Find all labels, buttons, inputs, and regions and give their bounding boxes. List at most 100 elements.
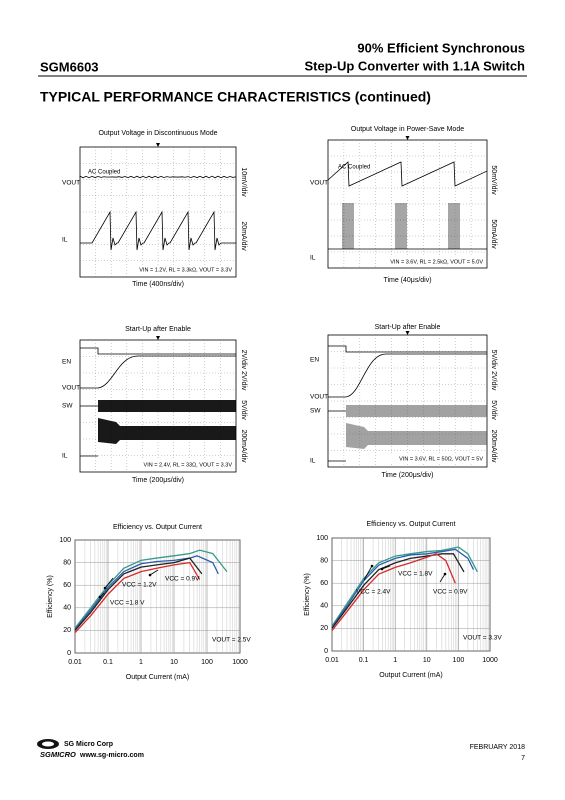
arrow-head <box>103 586 107 590</box>
scope-conditions: VIN = 1.2V, RL = 3.3kΩ, VOUT = 3.3V <box>139 267 232 273</box>
logo <box>37 739 59 749</box>
annotation-arrow <box>381 565 391 570</box>
curve-annotation: VOUT = 2.5V <box>212 637 251 644</box>
x-tick-label: 10 <box>170 659 178 666</box>
y-axis-label: Efficiency (%) <box>304 573 311 616</box>
x-tick-label: 0.01 <box>68 659 82 666</box>
y-axis-label: Efficiency (%) <box>47 575 54 618</box>
arrow-head <box>380 567 384 571</box>
scale-label: 50mA/div <box>490 219 497 249</box>
scope-conditions: VIN = 3.6V, RL = 50Ω, VOUT = 5V <box>399 456 483 462</box>
url: www.sg-micro.com <box>79 752 144 759</box>
y-tick-label: 40 <box>320 603 328 610</box>
x-tick-label: 1000 <box>232 659 248 666</box>
curve-annotation: VCC = 0.9V <box>165 576 200 583</box>
efficiency-curve <box>331 553 456 632</box>
channel-label: VOUT <box>310 180 328 187</box>
x-tick-label: 0.1 <box>359 657 369 664</box>
channel-label: EN <box>310 357 319 364</box>
channel-label: IL <box>310 255 316 262</box>
scale-label: 200mA/div <box>240 429 247 463</box>
annotation-arrow <box>104 577 114 589</box>
waveform <box>328 345 487 353</box>
company: SG Micro Corp <box>64 741 113 748</box>
arrow-head <box>148 573 152 577</box>
time-label: Time (40μs/div) <box>383 277 431 284</box>
waveform <box>327 161 488 187</box>
waveform-band <box>346 405 487 417</box>
scope-conditions: VIN = 3.6V, RL = 2.5kΩ, VOUT = 5.0V <box>390 259 483 265</box>
y-tick-label: 0 <box>67 650 71 657</box>
x-tick-label: 0.1 <box>103 659 113 666</box>
waveform <box>80 355 236 389</box>
scale-label: 10mV/div <box>240 167 247 197</box>
doc-title: 90% Efficient Synchronous <box>357 40 525 55</box>
arrow-head <box>370 564 374 568</box>
waveform <box>328 353 487 398</box>
scale-label: 5V/div <box>490 400 497 420</box>
scale-label: 200mA/div <box>490 429 497 463</box>
x-tick-label: 0.01 <box>325 657 339 664</box>
y-tick-label: 0 <box>324 648 328 655</box>
part-number: SGM6603 <box>40 59 99 74</box>
efficiency-curve <box>331 548 475 628</box>
x-tick-label: 100 <box>453 657 465 664</box>
y-tick-label: 100 <box>59 537 71 544</box>
x-tick-label: 10 <box>423 657 431 664</box>
scale-label: 5V/div 2V/div <box>490 350 497 391</box>
channel-label: SW <box>62 403 73 410</box>
efficiency-curve <box>331 546 479 627</box>
x-tick-label: 1000 <box>482 657 498 664</box>
channel-label: IL <box>310 458 316 465</box>
curve-annotation: VCC = 0.9V <box>433 589 468 596</box>
y-tick-label: 20 <box>320 625 328 632</box>
y-tick-label: 40 <box>63 605 71 612</box>
arrow-head <box>98 595 102 599</box>
channel-label: VOUT <box>310 394 328 401</box>
y-tick-label: 80 <box>320 557 328 564</box>
time-label: Time (400ns/div) <box>132 281 184 288</box>
waveform-band <box>98 400 236 412</box>
channel-label: IL <box>62 237 68 244</box>
channel-label: IL <box>62 453 68 460</box>
curve-annotation: VCC = 1.8V <box>398 571 433 578</box>
y-tick-label: 60 <box>63 582 71 589</box>
chart-title: Efficiency vs. Output Current <box>113 524 202 531</box>
waveform <box>79 175 237 179</box>
waveform <box>80 210 236 251</box>
channel-label: VOUT <box>62 385 80 392</box>
x-tick-label: 1 <box>393 657 397 664</box>
section-title: TYPICAL PERFORMANCE CHARACTERISTICS (con… <box>40 89 431 105</box>
trigger-marker <box>405 331 410 335</box>
scope-conditions: VIN = 2.4V, RL = 33Ω, VOUT = 3.3V <box>144 462 233 468</box>
y-tick-label: 20 <box>63 627 71 634</box>
y-tick-label: 60 <box>320 580 328 587</box>
logo-mark <box>42 741 54 747</box>
waveform-band <box>346 423 487 449</box>
y-tick-label: 100 <box>316 535 328 542</box>
channel-label: SW <box>310 408 321 415</box>
scale-label: 5V/div <box>240 400 247 420</box>
x-tick-label: 1 <box>139 659 143 666</box>
curve-annotation: VOUT = 3.3V <box>463 635 502 642</box>
scale-label: 20mA/div <box>240 221 247 251</box>
arrow-head <box>443 572 447 576</box>
efficiency-curve <box>74 549 228 629</box>
plot-area <box>331 537 491 652</box>
waveform <box>80 347 236 355</box>
efficiency-curve <box>74 561 201 634</box>
time-label: Time (200μs/div) <box>381 472 433 479</box>
y-tick-label: 80 <box>63 559 71 566</box>
chart-title: Efficiency vs. Output Current <box>367 521 456 528</box>
scope-title: Start-Up after Enable <box>125 326 191 333</box>
scope-title: Output Voltage in Discontinuous Mode <box>98 130 217 137</box>
curve-annotation: VCC = 2.4V <box>356 589 391 596</box>
trigger-marker <box>156 336 160 340</box>
curve-annotation: VCC =1.8 V <box>110 600 145 607</box>
scale-label: 50mV/div <box>490 165 497 195</box>
channel-label: EN <box>62 359 71 366</box>
conditions-box <box>378 257 485 267</box>
x-tick-label: 100 <box>201 659 213 666</box>
